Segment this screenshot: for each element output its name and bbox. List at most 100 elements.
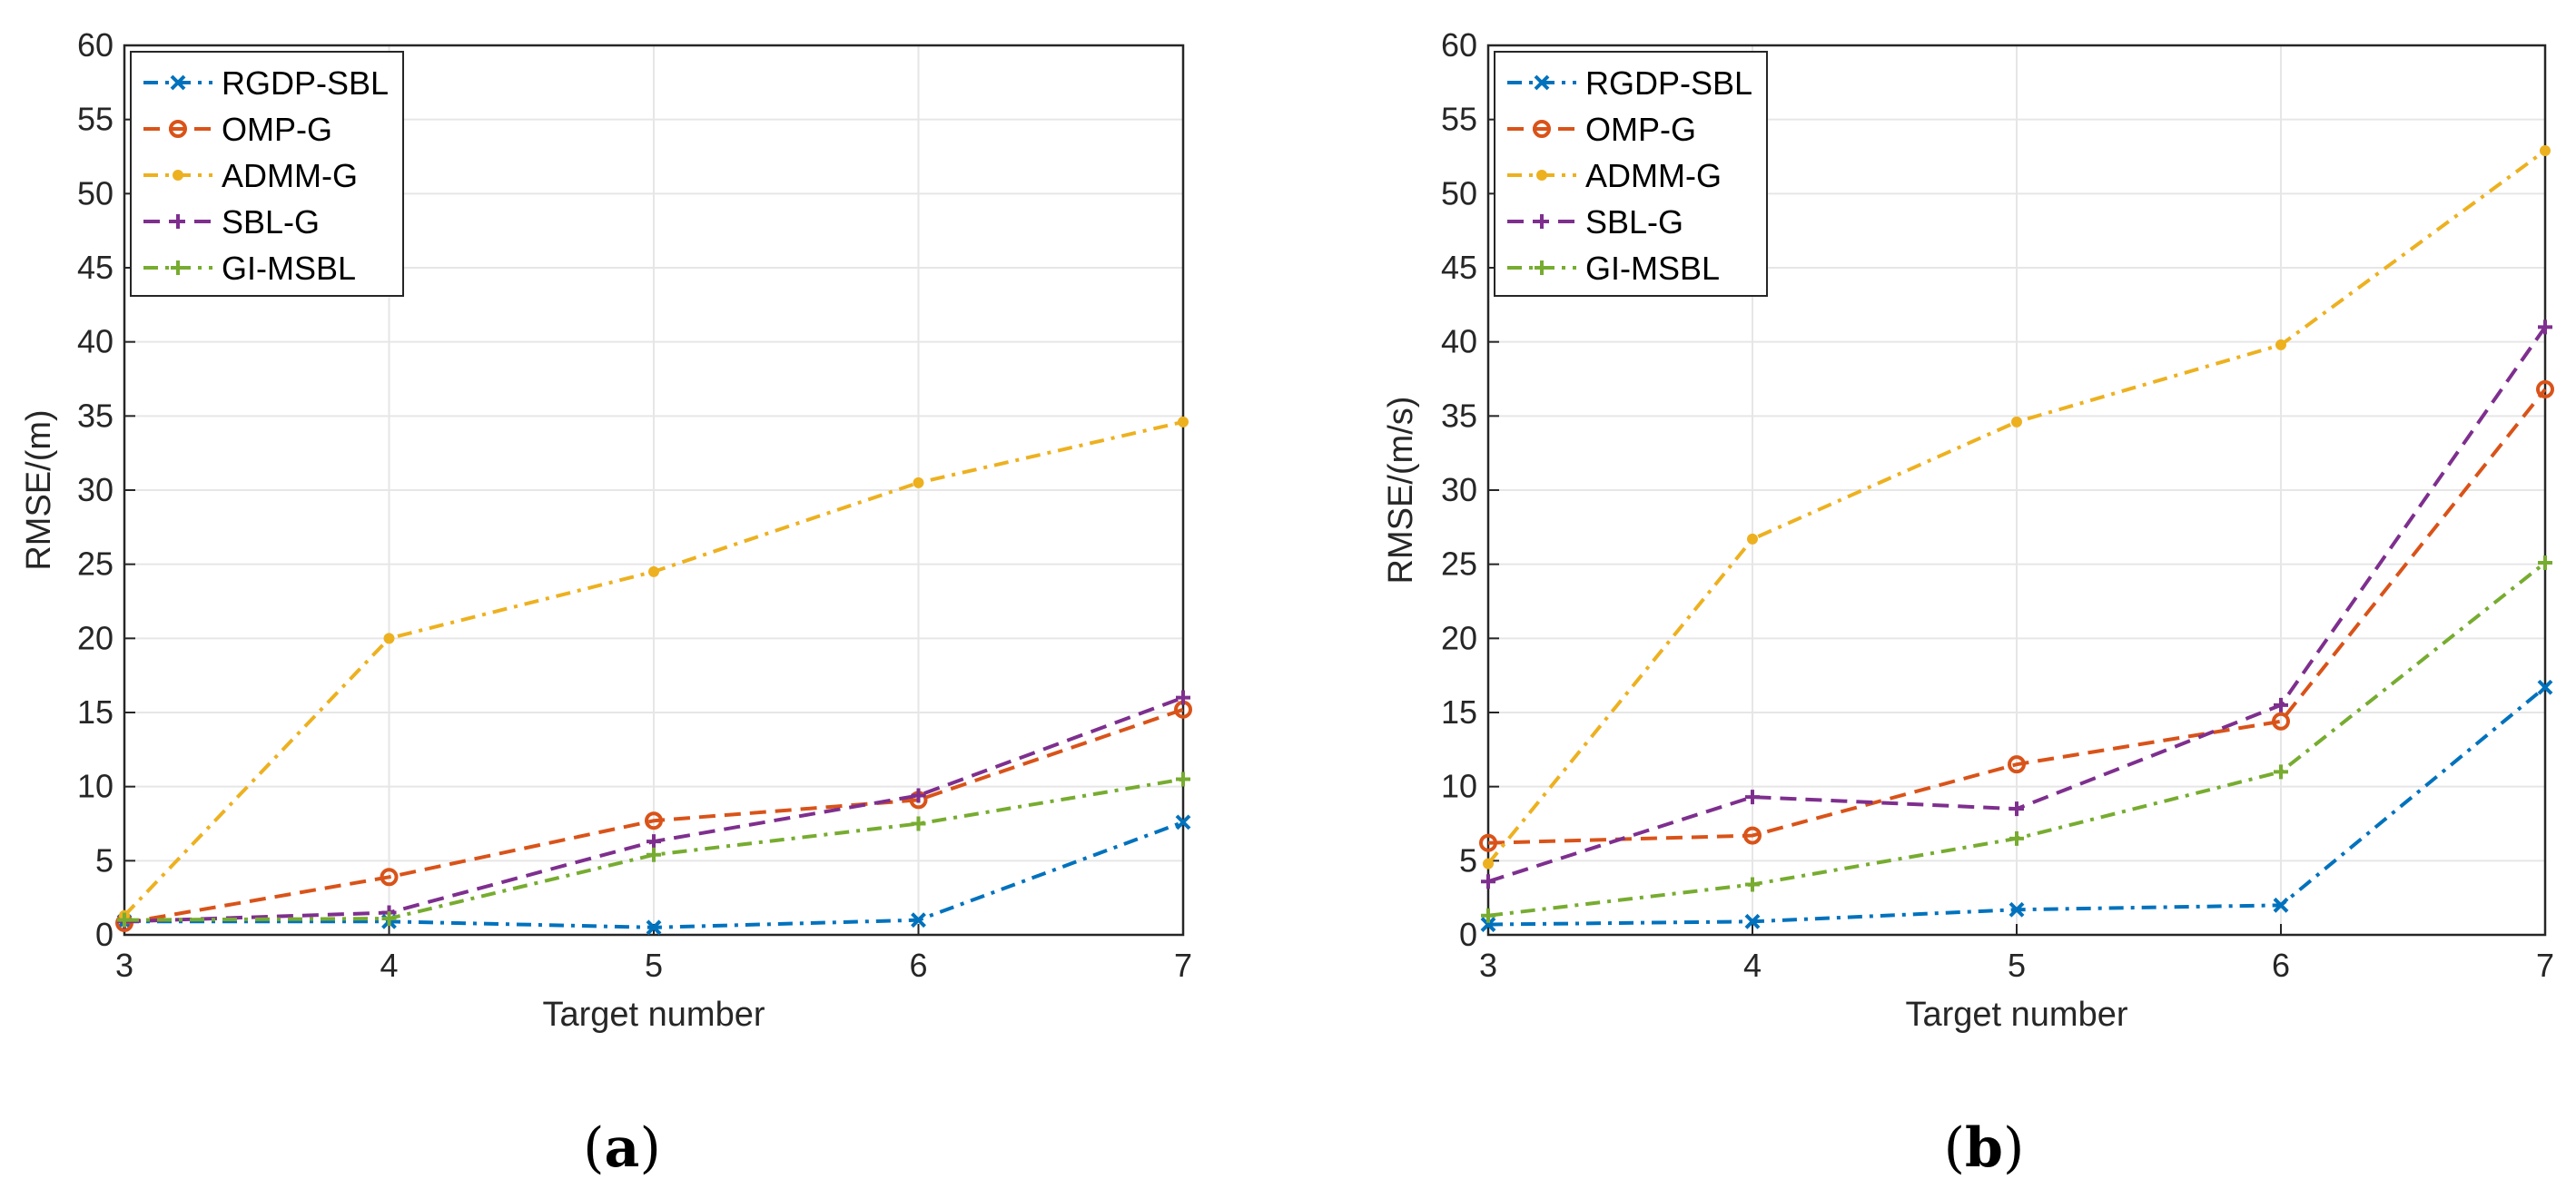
legend-entry: OMP-G	[1507, 111, 1696, 148]
legend-marker	[169, 120, 187, 138]
data-point	[1481, 908, 1495, 923]
data-point	[913, 477, 924, 488]
data-point	[648, 565, 659, 577]
panel-label-close: )	[2003, 1116, 2024, 1180]
data-point	[646, 847, 661, 862]
y-tick-label: 10	[77, 768, 114, 805]
legend-marker	[1535, 214, 1549, 229]
legend-marker	[1534, 74, 1550, 91]
y-tick-label: 25	[77, 545, 114, 583]
legend-label: OMP-G	[1585, 111, 1696, 148]
legend-entry: SBL-G	[1507, 203, 1683, 241]
legend-entry: SBL-G	[143, 203, 320, 241]
data-point	[2540, 144, 2551, 156]
series-omp-g	[115, 700, 1192, 932]
data-point	[1745, 790, 1760, 805]
panel-label: (b)	[1944, 1116, 2025, 1180]
panel-label: (a)	[583, 1116, 661, 1180]
legend: RGDP-SBL OMP-G ADMM-G SBL-G GI-MSBL	[1494, 51, 1768, 297]
series-admm-g	[1483, 144, 2551, 870]
y-axis-label: RMSE/(m)	[20, 409, 58, 570]
panel-label-open: (	[1944, 1116, 1965, 1180]
series-admm-g	[119, 416, 1189, 921]
y-tick-label: 20	[1441, 619, 1477, 656]
y-tick-label: 55	[1441, 101, 1477, 138]
panel-label-close: )	[639, 1116, 660, 1180]
x-tick-label: 6	[909, 947, 927, 984]
legend-label: ADMM-G	[222, 157, 358, 194]
legend-entry: ADMM-G	[1507, 157, 1722, 194]
legend: RGDP-SBL OMP-G ADMM-G SBL-G GI-MSBL	[130, 51, 404, 297]
data-point	[380, 868, 399, 887]
data-point	[2275, 339, 2286, 350]
data-point	[2538, 555, 2552, 571]
y-axis-label: RMSE/(m/s)	[1382, 397, 1420, 585]
data-point	[1745, 877, 1760, 892]
series-line	[1487, 388, 2547, 845]
legend-entry: GI-MSBL	[143, 250, 356, 287]
legend-marker	[1536, 170, 1547, 181]
data-point	[381, 911, 397, 927]
y-tick-label: 5	[95, 841, 114, 879]
y-tick-label: 15	[77, 693, 114, 731]
legend-entry: RGDP-SBL	[1507, 64, 1752, 102]
legend-marker	[173, 170, 183, 181]
y-tick-label: 0	[1459, 916, 1477, 953]
data-point	[1178, 416, 1189, 427]
panel-label-letter: b	[1965, 1116, 2003, 1180]
legend-marker	[171, 214, 185, 229]
legend-entry: OMP-G	[143, 111, 332, 148]
x-tick-label: 4	[380, 947, 398, 984]
y-tick-label: 45	[1441, 249, 1477, 286]
panel-label-open: (	[583, 1116, 604, 1180]
series-sbl-g	[1481, 319, 2552, 889]
x-axis-label: Target number	[542, 996, 765, 1034]
y-tick-label: 15	[1441, 693, 1477, 731]
y-tick-label: 40	[77, 323, 114, 360]
legend-label: OMP-G	[222, 111, 332, 148]
data-point	[2538, 319, 2552, 335]
y-tick-label: 30	[77, 471, 114, 508]
x-tick-label: 7	[1174, 947, 1192, 984]
data-point	[2274, 697, 2288, 712]
legend-label: GI-MSBL	[222, 250, 356, 287]
legend-label: SBL-G	[1585, 203, 1683, 241]
data-point	[911, 816, 926, 831]
legend-label: GI-MSBL	[1585, 250, 1720, 287]
data-point	[1480, 917, 1496, 932]
legend-label: RGDP-SBL	[1585, 64, 1752, 102]
panel-label-letter: a	[605, 1116, 640, 1180]
x-tick-label: 6	[2272, 947, 2290, 984]
data-point	[2009, 801, 2024, 817]
data-point	[645, 811, 663, 830]
legend-marker	[171, 260, 185, 275]
x-tick-label: 3	[1479, 947, 1497, 984]
legend-entry: GI-MSBL	[1507, 250, 1720, 287]
legend-marker	[170, 74, 186, 91]
y-tick-label: 60	[1441, 26, 1477, 64]
data-point	[117, 912, 132, 928]
y-tick-label: 55	[77, 101, 114, 138]
data-point	[1481, 874, 1495, 889]
data-point	[646, 834, 661, 850]
data-point	[1743, 826, 1762, 845]
data-point	[1479, 833, 1497, 852]
y-tick-label: 60	[77, 26, 114, 64]
data-point	[2537, 679, 2553, 695]
legend-label: SBL-G	[222, 203, 320, 241]
data-point	[2272, 712, 2290, 731]
series-omp-g	[1479, 379, 2554, 852]
data-point	[2274, 764, 2288, 780]
x-tick-label: 7	[2536, 947, 2554, 984]
data-point	[1175, 814, 1191, 830]
y-tick-label: 45	[77, 249, 114, 286]
y-tick-label: 35	[77, 397, 114, 434]
x-tick-label: 4	[1743, 947, 1762, 984]
y-tick-label: 50	[77, 174, 114, 211]
data-point	[1176, 771, 1190, 787]
data-point	[2011, 416, 2022, 427]
y-tick-label: 0	[95, 916, 114, 953]
